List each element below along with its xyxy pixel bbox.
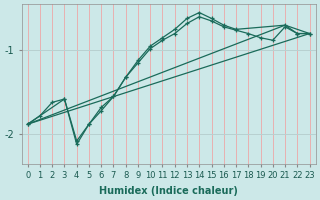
X-axis label: Humidex (Indice chaleur): Humidex (Indice chaleur) bbox=[99, 186, 238, 196]
